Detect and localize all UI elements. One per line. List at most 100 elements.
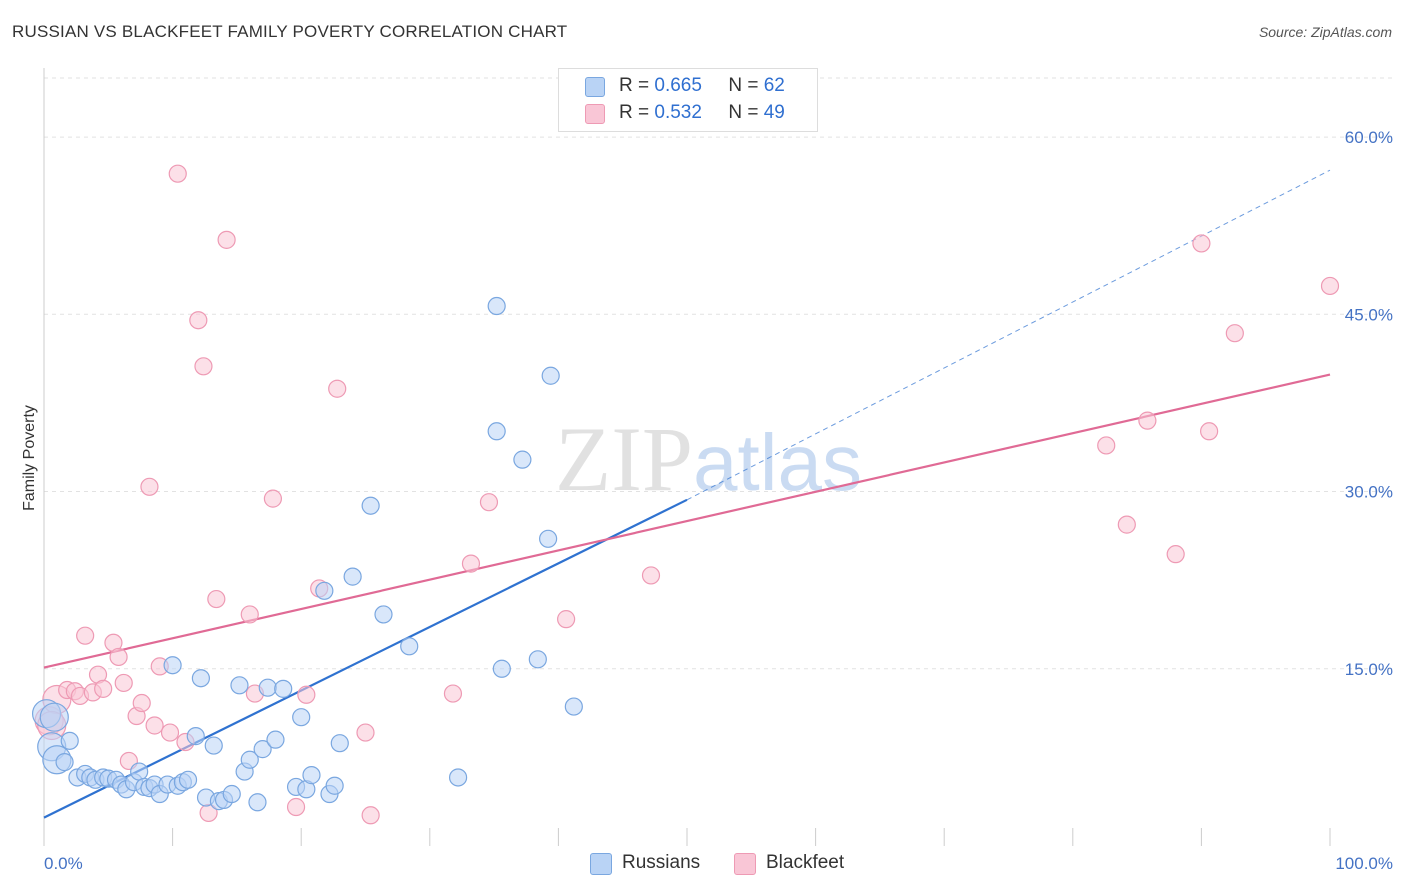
blackfeet-point bbox=[443, 684, 463, 703]
russians-point bbox=[258, 678, 277, 697]
russians-point bbox=[178, 770, 198, 789]
legend-swatch-russians bbox=[585, 77, 605, 97]
legend-n-label: N = bbox=[728, 102, 759, 123]
blackfeet-point bbox=[297, 685, 316, 704]
bottom-legend-label-blackfeet: Blackfeet bbox=[766, 852, 845, 873]
russians-point bbox=[130, 762, 149, 781]
blackfeet-point bbox=[1192, 234, 1211, 253]
russians-point bbox=[292, 708, 311, 727]
russians-point bbox=[191, 669, 210, 688]
russians-point bbox=[343, 567, 362, 586]
blackfeet-point bbox=[263, 489, 283, 508]
russians-point bbox=[39, 702, 69, 732]
blackfeet-point bbox=[1138, 411, 1157, 430]
legend-r-value: 0.532 bbox=[654, 102, 702, 123]
russians-point bbox=[240, 750, 259, 769]
russians-point bbox=[330, 734, 349, 753]
legend-box: R = 0.665 N = 62 R = 0.532 N = 49 bbox=[558, 68, 818, 132]
russians-point bbox=[487, 296, 506, 316]
russians-point bbox=[564, 697, 583, 716]
chart-title: RUSSIAN VS BLACKFEET FAMILY POVERTY CORR… bbox=[12, 22, 568, 41]
russians-point bbox=[204, 736, 223, 755]
y-tick-label: 30.0% bbox=[1345, 483, 1393, 502]
russians-point bbox=[266, 730, 285, 749]
russians-point bbox=[513, 450, 532, 469]
blackfeet-point bbox=[328, 379, 347, 398]
legend-r-value: 0.665 bbox=[654, 75, 702, 96]
blackfeet-point bbox=[114, 673, 133, 693]
blackfeet-point bbox=[1200, 422, 1219, 441]
russians-point bbox=[163, 656, 182, 675]
x-tick-label: 100.0% bbox=[1335, 854, 1393, 873]
blackfeet-point bbox=[286, 797, 306, 817]
blackfeet-point bbox=[1097, 436, 1116, 455]
russians-point bbox=[400, 637, 419, 656]
legend-swatch-blackfeet bbox=[585, 104, 605, 124]
y-axis-label: Family Poverty bbox=[21, 405, 38, 511]
russians-point bbox=[186, 727, 205, 746]
russians-point bbox=[492, 659, 511, 678]
russians-point bbox=[448, 768, 468, 787]
russians-trend-extension bbox=[686, 169, 1331, 501]
blackfeet-trend-line bbox=[43, 373, 1331, 669]
blackfeet-point bbox=[168, 164, 187, 183]
blackfeet-point bbox=[189, 311, 208, 330]
blackfeet-point bbox=[1225, 324, 1244, 343]
blackfeet-point bbox=[479, 493, 499, 512]
russians-point bbox=[374, 605, 393, 624]
blackfeet-point bbox=[140, 477, 159, 496]
blackfeet-point bbox=[1166, 545, 1185, 564]
bottom-legend-swatch-blackfeet bbox=[734, 853, 756, 875]
russians-point bbox=[539, 529, 558, 548]
y-tick-label: 60.0% bbox=[1345, 128, 1393, 147]
blackfeet-point bbox=[207, 589, 226, 609]
blackfeet-point bbox=[557, 610, 576, 629]
russians-point bbox=[302, 766, 321, 785]
x-tick-label: 0.0% bbox=[44, 854, 83, 873]
watermark: ZIPatlas bbox=[555, 408, 862, 510]
russians-trend-line bbox=[43, 498, 688, 819]
russians-point bbox=[541, 366, 560, 385]
labels-layer: 15.0% 30.0% 45.0% 60.0% 0.0% 100.0% bbox=[44, 128, 1393, 873]
blackfeet-point bbox=[1320, 276, 1340, 296]
russians-point bbox=[60, 731, 79, 750]
russians-point bbox=[55, 753, 74, 772]
blackfeet-point bbox=[76, 626, 95, 645]
blackfeet-point bbox=[194, 357, 213, 376]
blackfeet-point bbox=[94, 679, 113, 698]
russians-point bbox=[248, 793, 267, 812]
blackfeet-point bbox=[240, 605, 259, 624]
legend-n-value: 62 bbox=[763, 75, 785, 96]
blackfeet-point bbox=[461, 554, 481, 573]
y-tick-label: 15.0% bbox=[1345, 660, 1393, 679]
y-tick-label: 45.0% bbox=[1345, 305, 1393, 324]
legend-r-label: R = bbox=[619, 102, 650, 123]
blackfeet-point bbox=[217, 230, 236, 249]
blackfeet-point bbox=[109, 647, 128, 667]
bottom-legend-swatch-russians bbox=[590, 853, 612, 875]
legend-n-label: N = bbox=[728, 75, 759, 96]
legend-r-label: R = bbox=[619, 75, 650, 96]
russians-point bbox=[487, 422, 506, 441]
russians-point bbox=[253, 740, 272, 759]
blackfeet-point bbox=[145, 716, 164, 735]
bottom-legend-label-russians: Russians bbox=[622, 852, 701, 873]
russians-point bbox=[325, 776, 344, 795]
legend-n-value: 49 bbox=[763, 102, 785, 123]
russians-point bbox=[230, 676, 249, 695]
blackfeet-point bbox=[1117, 515, 1136, 534]
blackfeet-point bbox=[641, 566, 661, 585]
russians-point bbox=[222, 784, 241, 804]
blackfeet-point bbox=[356, 723, 375, 742]
source-label: Source: ZipAtlas.com bbox=[1258, 24, 1392, 40]
blackfeet-point bbox=[160, 723, 180, 742]
russians-point bbox=[274, 679, 293, 698]
blackfeet-point bbox=[132, 693, 151, 713]
russians-point bbox=[315, 581, 334, 600]
trend-layer bbox=[43, 169, 1331, 819]
points-layer bbox=[31, 164, 1340, 825]
blackfeet-point bbox=[361, 806, 380, 825]
russians-point bbox=[528, 650, 547, 669]
russians-point bbox=[361, 496, 380, 515]
